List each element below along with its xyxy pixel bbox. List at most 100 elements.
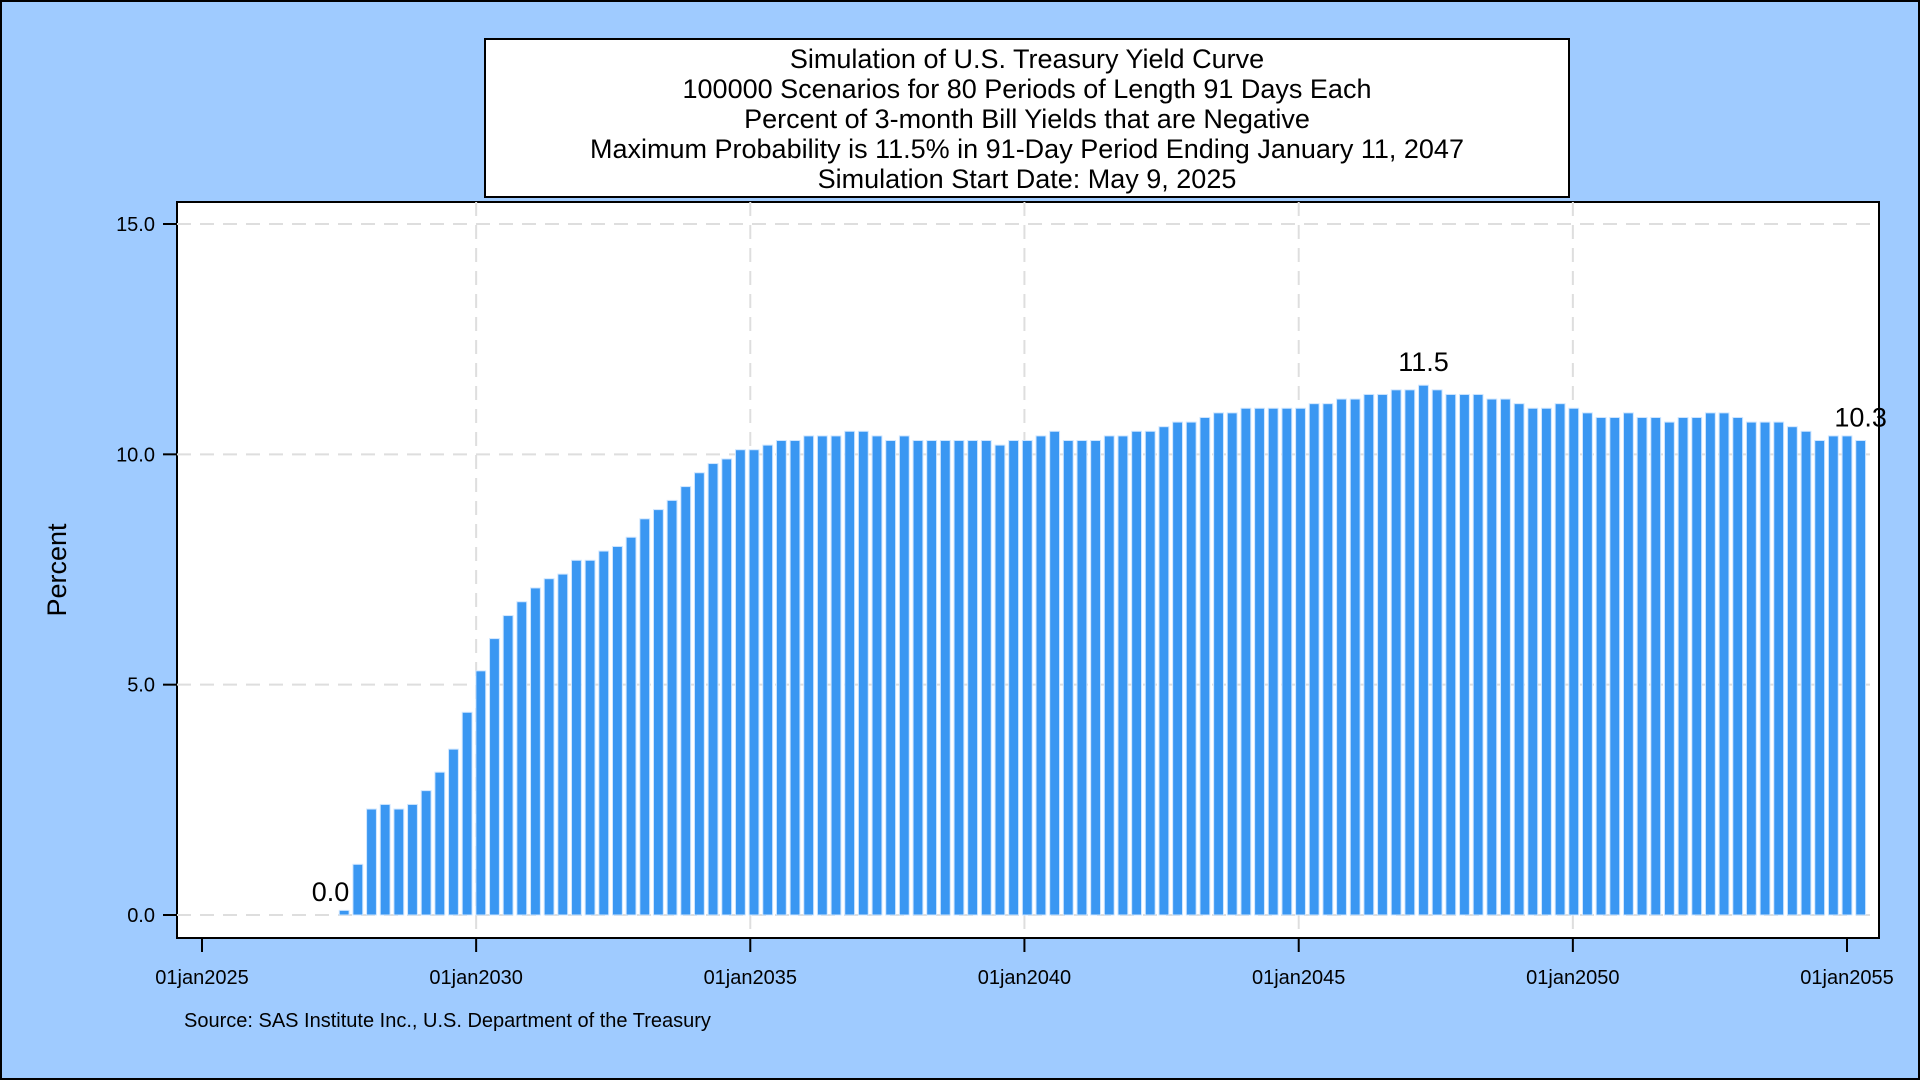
- bar: [871, 435, 883, 916]
- bar: [1172, 421, 1183, 916]
- bar: [1021, 440, 1033, 916]
- bar: [639, 518, 651, 916]
- bar: [994, 444, 1006, 916]
- chart-title: Simulation of U.S. Treasury Yield Curve: [789, 44, 1265, 74]
- bar: [939, 440, 951, 916]
- bar: [1500, 398, 1511, 916]
- bar: [1322, 403, 1334, 916]
- bar: [1390, 389, 1402, 916]
- chart-subtitle-maximum: Maximum Probability is 11.5% in 91-Day P…: [590, 134, 1464, 164]
- bar: [1622, 412, 1634, 916]
- bar: [1363, 393, 1375, 916]
- bar: [557, 573, 569, 916]
- bar: [898, 435, 910, 916]
- bar: [1431, 389, 1443, 916]
- bar: [1418, 384, 1429, 916]
- bar: [748, 449, 760, 916]
- y-tick-label: 0.0: [127, 905, 155, 927]
- bar: [1827, 435, 1839, 916]
- bar: [693, 472, 705, 916]
- bar: [1541, 407, 1552, 916]
- bar: [762, 444, 774, 916]
- bar: [1568, 407, 1580, 916]
- bar: [1513, 403, 1525, 916]
- axes: 0.0 5.0 10.0 15.0 01jan2025 01jan2030 01jan203…: [116, 214, 1894, 989]
- chart-subtitle-start-date: Simulation Start Date: May 9, 2025: [817, 164, 1237, 194]
- x-tick-label: 01jan2040: [978, 967, 1071, 989]
- y-tick-label: 15.0: [116, 214, 155, 236]
- bar: [1609, 416, 1621, 916]
- bar: [1336, 398, 1347, 916]
- bar: [543, 578, 555, 916]
- bar: [1076, 440, 1088, 916]
- bar: [1377, 393, 1388, 916]
- bar: [352, 863, 364, 916]
- bar: [1008, 440, 1020, 916]
- bar: [1131, 430, 1143, 916]
- data-label: 11.5: [1398, 347, 1449, 377]
- chart-subtitle-scenarios: 100000 Scenarios for 80 Periods of Lengt…: [682, 74, 1372, 104]
- bar: [1582, 412, 1593, 916]
- bar: [1308, 403, 1320, 916]
- bar: [1855, 440, 1867, 916]
- bar: [1650, 416, 1662, 916]
- bar: [1841, 435, 1853, 916]
- bar: [366, 808, 377, 916]
- y-axis-label: Percent: [42, 523, 72, 617]
- bar: [1144, 430, 1156, 916]
- bar: [666, 499, 678, 916]
- bar: [652, 509, 664, 916]
- x-tick-label: 01jan2025: [155, 967, 248, 989]
- bar: [475, 670, 487, 916]
- y-tick-label: 10.0: [116, 444, 155, 466]
- bar: [434, 771, 446, 916]
- bar: [721, 458, 733, 916]
- bar: [1691, 416, 1703, 916]
- bar: [393, 808, 405, 916]
- chart-subtitle-measure: Percent of 3-month Bill Yields that are …: [744, 104, 1310, 134]
- bar: [803, 435, 815, 916]
- bar: [1486, 398, 1498, 916]
- bar: [1718, 412, 1730, 916]
- bars: [338, 384, 1867, 916]
- title-box: Simulation of U.S. Treasury Yield Curve …: [484, 38, 1570, 198]
- bar: [461, 711, 473, 916]
- bar: [885, 440, 897, 916]
- bar: [1090, 440, 1102, 916]
- bar: [1281, 407, 1293, 916]
- x-tick-label: 01jan2055: [1800, 967, 1893, 989]
- bar: [1459, 393, 1470, 916]
- bar: [680, 486, 692, 916]
- x-tick-label: 01jan2035: [704, 967, 797, 989]
- bar: [789, 440, 801, 916]
- bar: [1199, 416, 1211, 916]
- bar: [967, 440, 979, 916]
- bar: [612, 545, 623, 916]
- bar: [489, 638, 500, 916]
- bar: [816, 435, 828, 916]
- bar: [707, 463, 719, 916]
- bar: [1704, 412, 1716, 916]
- bar: [1663, 421, 1675, 916]
- bar: [420, 790, 432, 916]
- source-note: Source: SAS Institute Inc., U.S. Departm…: [184, 1010, 711, 1032]
- y-tick-label: 5.0: [127, 675, 155, 697]
- bar: [1773, 421, 1785, 916]
- bar: [1554, 403, 1566, 916]
- bar: [1035, 435, 1047, 916]
- bar: [1295, 407, 1306, 916]
- bar: [1745, 421, 1757, 916]
- bar: [953, 440, 965, 916]
- bar: [1240, 407, 1252, 916]
- bar: [980, 440, 992, 916]
- bar: [1759, 421, 1771, 916]
- bar: [584, 559, 596, 916]
- bar: [338, 909, 350, 916]
- bar: [926, 440, 938, 916]
- bar: [1049, 430, 1061, 916]
- x-tick-label: 01jan2045: [1252, 967, 1345, 989]
- bar: [1254, 407, 1265, 916]
- bar: [407, 803, 418, 916]
- bar: [1786, 426, 1798, 916]
- bar: [598, 550, 610, 916]
